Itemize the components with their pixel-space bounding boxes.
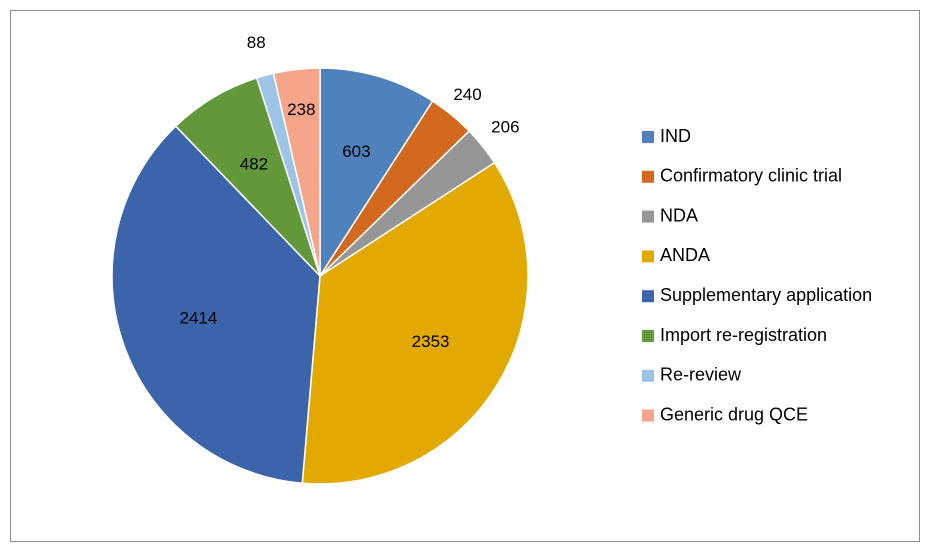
legend-label-anda: ANDA xyxy=(660,245,710,265)
data-label-re-review: 88 xyxy=(247,33,266,52)
legend-label-generic-drug-qce: Generic drug QCE xyxy=(660,404,808,424)
data-label-nda: 206 xyxy=(491,118,519,137)
data-label-import-re-registration: 482 xyxy=(240,155,268,174)
pie-slices xyxy=(111,67,529,485)
legend-swatch-import-re-registration xyxy=(642,330,654,342)
legend-label-re-review: Re-review xyxy=(660,365,742,385)
legend-swatch-confirmatory-clinic-trial xyxy=(642,170,654,183)
legend: IND Confirmatory clinic trial NDA ANDA Suppl… xyxy=(642,126,872,424)
data-label-generic-drug-qce: 238 xyxy=(287,100,315,119)
pie-data-labels: 603 240 206 2353 2414 482 88 238 xyxy=(180,33,520,351)
legend-swatch-nda xyxy=(642,210,654,223)
legend-label-supplementary-application: Supplementary application xyxy=(660,285,872,305)
data-label-ind: 603 xyxy=(342,142,370,161)
slice-supplementary-application xyxy=(111,125,321,485)
legend-label-nda: NDA xyxy=(660,205,698,225)
legend-label-import-re-registration: Import re-registration xyxy=(660,325,827,345)
legend-swatch-re-review xyxy=(642,369,654,382)
slice-generic-drug-qce xyxy=(272,67,321,277)
legend-swatch-generic-drug-qce xyxy=(642,409,654,422)
slice-ind xyxy=(319,67,434,279)
legend-label-ind: IND xyxy=(660,126,691,146)
slice-anda xyxy=(301,161,529,485)
legend-label-confirmatory-clinic-trial: Confirmatory clinic trial xyxy=(660,166,842,186)
legend-swatch-anda xyxy=(642,250,654,263)
data-label-supplementary-application: 2414 xyxy=(180,309,218,328)
legend-swatch-ind xyxy=(642,131,654,143)
data-label-anda: 2353 xyxy=(412,332,450,351)
legend-swatch-supplementary-application xyxy=(642,290,654,303)
data-label-confirmatory-clinic-trial: 240 xyxy=(453,85,481,104)
